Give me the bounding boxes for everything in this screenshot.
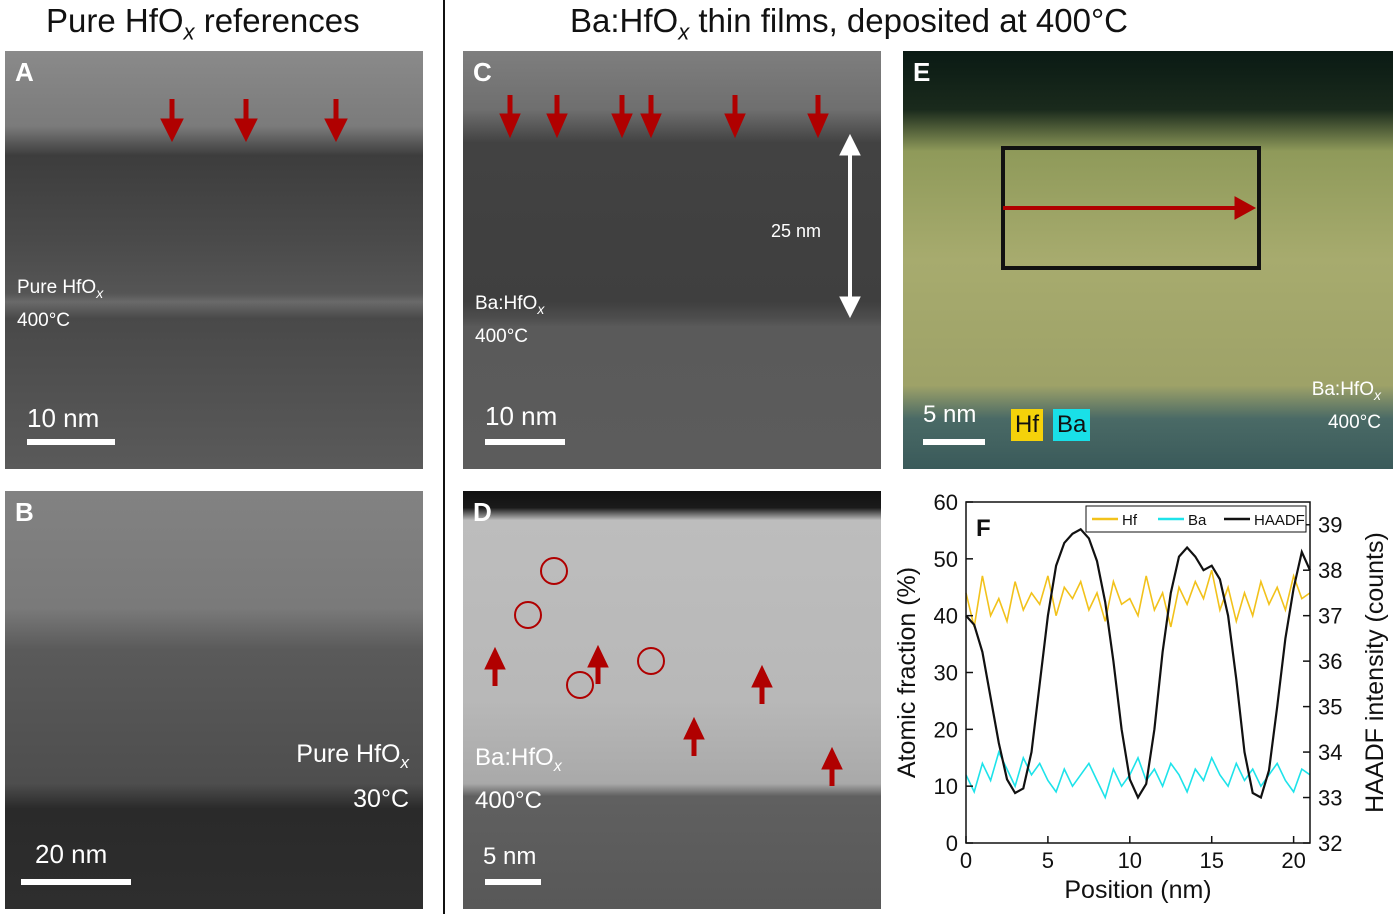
panel-c-annotation: Ba:HfOx 400°C [475,293,545,347]
panel-e-overlay [1001,146,1261,270]
red-arrow-icon [546,95,568,139]
linescan-arrow-icon [1003,196,1257,220]
y2-tick-label: 32 [1318,831,1342,856]
ba-color-tag: Ba [1053,409,1091,441]
panel-a-arrows [160,99,348,143]
series-line-hf [965,569,1311,628]
panel-a-tem-image: A Pure HfOx 400°C 10 nm [5,51,423,469]
series-line-ba [965,749,1311,800]
red-arrow-up-icon [683,716,705,756]
red-arrow-icon [499,95,521,139]
red-arrow-icon [160,99,184,143]
panel-d-haadf-image: D Ba:HfOx 400°C 5 nm [463,491,881,909]
red-arrow-up-icon [821,746,843,786]
thickness-double-arrow-icon [839,133,861,319]
x-tick-label: 10 [1118,848,1142,873]
red-arrow-icon [807,95,829,139]
panel-a-scale-bar [27,439,115,445]
legend-label: Ba [1188,512,1207,529]
y2-tick-label: 36 [1318,649,1342,674]
panel-label-a: A [15,57,34,87]
x-tick-label: 15 [1199,848,1223,873]
red-circle-marker [514,601,542,629]
y2-axis-label: HAADF intensity (counts) [1361,532,1389,813]
panel-label-d: D [473,497,492,527]
red-arrow-icon [724,95,746,139]
y-tick-label: 20 [934,717,958,742]
red-arrow-up-icon [751,664,773,704]
panel-c-scale-bar [485,439,565,445]
panel-b-annotation: Pure HfOx 30°C [296,740,409,813]
red-circle-marker [637,647,665,675]
red-circle-marker [540,557,568,585]
panel-label-c: C [473,57,492,87]
x-tick-label: 20 [1281,848,1305,873]
panel-label-f: F [976,515,991,542]
panel-c-tem-image: C 25 nm Ba:HfOx 400°C 10 nm [463,51,881,469]
panel-a-scale-label: 10 nm [27,403,100,433]
column-divider [443,0,445,914]
panel-c-scale-label: 10 nm [485,401,558,431]
y2-tick-label: 38 [1318,558,1342,583]
y2-tick-label: 37 [1318,604,1342,629]
y2-tick-label: 35 [1318,695,1342,720]
panel-c-arrows [499,95,861,319]
red-arrow-up-icon [587,644,609,684]
red-arrow-icon [324,99,348,143]
y-tick-label: 10 [934,774,958,799]
y-tick-label: 60 [934,490,958,515]
y-tick-label: 30 [934,661,958,686]
y2-tick-label: 33 [1318,786,1342,811]
y-tick-label: 0 [946,831,958,856]
panel-f-chart: 0 5 10 15 20 0 10 20 30 40 50 60 32 33 34 35 36 37 38 39 Pos… [893,482,1398,912]
y2-tick-label: 34 [1318,740,1342,765]
panel-e-scale-label: 5 nm [923,401,977,428]
panel-label-b: B [15,497,34,527]
hf-color-tag: Hf [1011,409,1043,441]
series-line-haadf [965,527,1312,800]
panel-b-tem-image: B Pure HfOx 30°C 20 nm [5,491,423,909]
panel-d-scale-label: 5 nm [483,843,537,870]
panel-d-annotation: Ba:HfOx 400°C [475,744,562,814]
linescan-chart-svg: 0 5 10 15 20 0 10 20 30 40 50 60 32 33 34 35 36 37 38 39 Pos… [893,490,1389,904]
red-arrow-icon [640,95,662,139]
y2-tick-label: 39 [1318,513,1342,538]
y-tick-label: 40 [934,604,958,629]
panel-d-scale-bar [485,879,541,885]
x-tick-label: 0 [960,848,972,873]
x-tick-label: 5 [1042,848,1054,873]
red-arrow-icon [234,99,258,143]
panel-b-scale-bar [21,879,131,885]
y-tick-label: 50 [934,547,958,572]
x-axis-label: Position (nm) [1064,876,1211,904]
red-circle-marker [566,671,594,699]
legend-box [1085,505,1307,533]
y-axis-label: Atomic fraction (%) [893,567,921,778]
red-arrow-icon [611,95,633,139]
panel-label-e: E [913,57,931,87]
panel-d-markers [484,557,843,786]
panel-b-scale-label: 20 nm [35,839,108,869]
red-arrow-up-icon [484,646,506,686]
panel-e-eds-map: E Ba:HfOx 400°C 5 nm Hf Ba [903,51,1393,469]
header-pure-references: Pure HfOx references [46,2,360,45]
panel-c-thickness-label: 25 nm [771,221,822,241]
legend-label: HAADF [1254,512,1305,529]
panel-e-scale-bar [923,439,985,445]
legend-label: Hf [1122,512,1138,529]
panel-a-annotation: Pure HfOx 400°C [17,277,104,331]
panel-e-annotation: Ba:HfOx 400°C [1311,379,1381,433]
header-ba-thin-films: Ba:HfOx thin films, deposited at 400°C [570,2,1128,45]
